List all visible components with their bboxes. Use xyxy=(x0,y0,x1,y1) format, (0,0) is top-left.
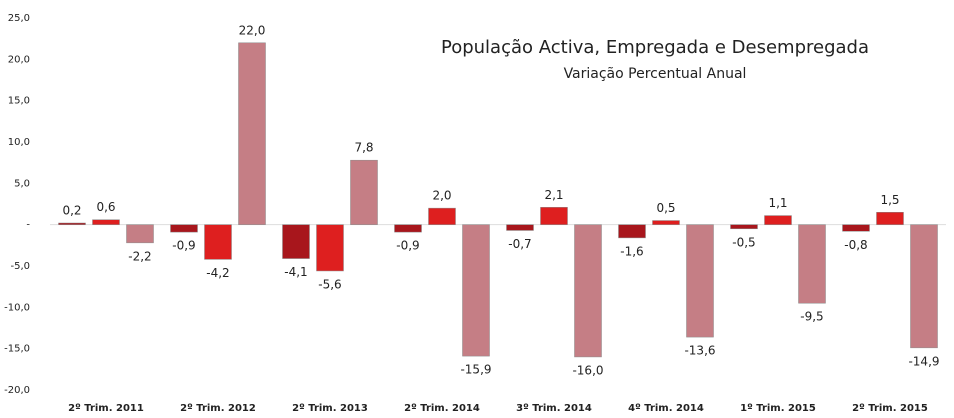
bar xyxy=(540,207,568,225)
bar xyxy=(204,224,232,260)
value-label: -0,8 xyxy=(844,238,867,252)
x-tick-label: 4º Trim. 2014 xyxy=(628,403,704,414)
value-label: 2,0 xyxy=(432,189,451,203)
value-label: -0,9 xyxy=(396,239,419,253)
y-tick-label: -5,0 xyxy=(10,261,30,272)
x-tick-label: 1º Trim. 2015 xyxy=(740,403,816,414)
value-label: -9,5 xyxy=(800,310,823,324)
bar xyxy=(574,224,602,358)
bar xyxy=(126,224,154,244)
x-tick-label: 2º Trim. 2014 xyxy=(404,403,480,414)
value-label: -4,1 xyxy=(284,265,307,279)
x-tick-label: 2º Trim. 2011 xyxy=(68,403,144,414)
value-label: 0,5 xyxy=(656,201,675,215)
bar xyxy=(462,224,490,357)
bar xyxy=(58,222,86,225)
x-tick-label: 2º Trim. 2012 xyxy=(180,403,256,414)
y-tick-label: 5,0 xyxy=(14,178,30,189)
chart-title: População Activa, Empregada e Desemprega… xyxy=(441,37,869,58)
bar xyxy=(652,220,680,225)
bar xyxy=(910,224,938,349)
value-label: 1,1 xyxy=(768,196,787,210)
bar xyxy=(394,224,422,233)
x-tick-label: 3º Trim. 2014 xyxy=(516,403,592,414)
y-tick-label: 10,0 xyxy=(8,137,30,148)
bar xyxy=(350,159,378,225)
y-tick-label: -15,0 xyxy=(4,344,30,355)
bar xyxy=(92,219,120,225)
bar xyxy=(428,207,456,225)
y-tick-label: 25,0 xyxy=(8,13,30,24)
value-label: -14,9 xyxy=(908,354,939,368)
x-tick-label: 2º Trim. 2013 xyxy=(292,403,368,414)
value-label: -1,6 xyxy=(620,244,643,258)
value-label: -0,5 xyxy=(732,235,755,249)
bar xyxy=(730,224,758,230)
value-label: -5,6 xyxy=(318,277,341,291)
x-tick-label: 2º Trim. 2015 xyxy=(852,403,928,414)
y-tick-label: -10,0 xyxy=(4,302,30,313)
bar xyxy=(764,215,792,225)
y-tick-label: 20,0 xyxy=(8,54,30,65)
value-label: -0,9 xyxy=(172,239,195,253)
value-label: -4,2 xyxy=(206,266,229,280)
bar xyxy=(282,224,310,259)
bar xyxy=(506,224,534,231)
value-label: 22,0 xyxy=(239,23,266,37)
bar xyxy=(316,224,344,272)
y-tick-label: 15,0 xyxy=(8,96,30,107)
bar xyxy=(618,224,646,239)
y-tick-label: - xyxy=(26,220,30,231)
value-label: -16,0 xyxy=(572,363,603,377)
value-label: -13,6 xyxy=(684,344,715,358)
bar xyxy=(238,42,266,225)
chart-subtitle: Variação Percentual Anual xyxy=(564,66,747,82)
value-label: 0,6 xyxy=(96,200,115,214)
value-label: 2,1 xyxy=(544,188,563,202)
bar xyxy=(170,224,198,233)
bar xyxy=(842,224,870,232)
value-label: 0,2 xyxy=(62,204,81,218)
value-label: 7,8 xyxy=(354,141,373,155)
y-tick-label: -20,0 xyxy=(4,385,30,396)
bar xyxy=(876,212,904,225)
value-label: -0,7 xyxy=(508,237,531,251)
value-label: -2,2 xyxy=(128,249,151,263)
bar xyxy=(686,224,714,338)
value-label: -15,9 xyxy=(460,363,491,377)
bar xyxy=(798,224,826,304)
value-label: 1,5 xyxy=(880,193,899,207)
